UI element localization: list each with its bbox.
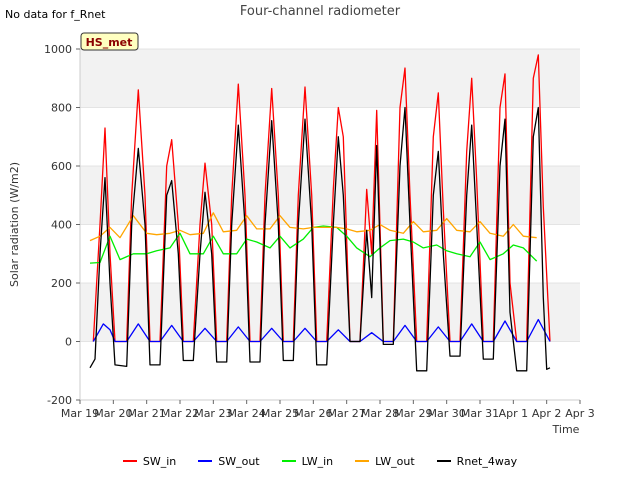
no-data-note: No data for f_Rnet — [5, 8, 106, 21]
x-tick-label: Mar 24 — [228, 407, 266, 420]
legend-swatch — [355, 460, 370, 462]
legend-label: SW_out — [218, 454, 260, 468]
x-tick-label: Mar 25 — [261, 407, 299, 420]
x-tick-label: Mar 23 — [194, 407, 232, 420]
y-tick-label: 600 — [51, 160, 72, 173]
y-tick-label: 0 — [65, 336, 72, 349]
x-tick-label: Mar 22 — [161, 407, 199, 420]
annotation-box — [80, 32, 139, 51]
legend-item-rnet-4way: Rnet_4way — [436, 452, 518, 470]
x-tick-label: Mar 19 — [61, 407, 99, 420]
legend-swatch — [198, 460, 213, 462]
y-tick-label: 200 — [51, 277, 72, 290]
legend-label: LW_in — [301, 454, 334, 468]
y-axis-label: Solar radiation (W/m2) — [8, 162, 21, 287]
legend-swatch — [122, 460, 137, 462]
x-tick-label: Mar 27 — [328, 407, 366, 420]
y-tick-label: -200 — [47, 394, 72, 407]
x-tick-label: Mar 26 — [294, 407, 332, 420]
series-line-rnet-4way — [89, 106, 551, 372]
x-tick-label: Mar 28 — [361, 407, 399, 420]
x-tick-label: Apr 2 — [532, 407, 562, 420]
series-line-sw-out — [92, 318, 551, 343]
x-tick-label: Apr 1 — [499, 407, 529, 420]
legend-label: Rnet_4way — [456, 454, 518, 468]
legend: SW_in SW_out LW_in LW_out Rnet_4way — [0, 452, 640, 470]
legend-item-lw-out: LW_out — [355, 452, 415, 470]
legend-item-sw-in: SW_in — [122, 452, 177, 470]
legend-swatch — [281, 460, 296, 462]
legend-item-lw-in: LW_in — [281, 452, 334, 470]
y-tick-label: 1000 — [44, 43, 72, 56]
grid-band — [80, 166, 580, 225]
legend-swatch — [436, 460, 451, 462]
y-tick-label: 800 — [51, 102, 72, 115]
x-tick-label: Mar 31 — [461, 407, 499, 420]
chart-title: Four-channel radiometer — [239, 4, 401, 19]
x-tick-label: Mar 29 — [394, 407, 432, 420]
x-axis-label: Time — [552, 423, 580, 436]
grid-band — [80, 49, 580, 108]
legend-label: SW_in — [142, 454, 177, 468]
x-tick-label: Apr 3 — [565, 407, 595, 420]
legend-label: LW_out — [375, 454, 415, 468]
y-tick-label: 400 — [51, 219, 72, 232]
x-tick-label: Mar 30 — [428, 407, 466, 420]
annotation-label: HS_met — [86, 36, 133, 49]
x-tick-label: Mar 21 — [128, 407, 166, 420]
legend-item-sw-out: SW_out — [198, 452, 260, 470]
x-tick-label: Mar 20 — [94, 407, 132, 420]
